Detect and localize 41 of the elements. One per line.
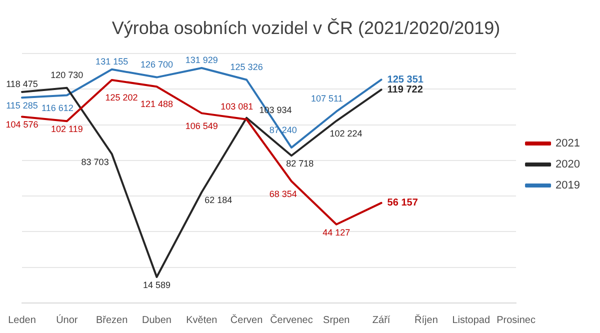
data-label: 102 224 (330, 128, 362, 139)
data-label: 125 326 (230, 62, 263, 72)
chart-title: Výroba osobních vozidel v ČR (2021/2020/2019) (112, 18, 500, 38)
data-label: 119 722 (387, 84, 424, 96)
x-tick-label: Prosinec (496, 314, 536, 326)
data-label: 104 576 (6, 120, 38, 130)
data-label: 118 475 (6, 78, 38, 89)
data-label: 14 589 (142, 280, 170, 290)
data-label: 56 157 (387, 198, 418, 209)
data-label: 82 718 (286, 158, 314, 169)
x-tick-label: Říjen (414, 314, 438, 326)
data-label: 120 730 (50, 70, 84, 80)
x-tick-label: Leden (8, 314, 36, 326)
data-label: 115 285 (6, 100, 38, 111)
data-label: 103 081 (220, 102, 254, 112)
data-label: 106 549 (185, 120, 218, 131)
x-tick-label: Březen (96, 314, 128, 326)
data-label: 125 202 (105, 92, 138, 103)
data-label: 68 354 (269, 189, 297, 200)
data-label: 102 119 (50, 124, 83, 134)
data-label: 126 700 (140, 59, 174, 70)
data-label: 107 511 (310, 94, 343, 104)
x-tick-label: Září (372, 314, 390, 326)
data-label: 125 351 (387, 74, 424, 86)
data-label: 83 703 (81, 156, 109, 167)
x-tick-label: Květen (186, 314, 218, 326)
legend-label: 2020 (556, 158, 580, 171)
data-label: 116 612 (42, 103, 74, 114)
x-tick-label: Únor (56, 314, 78, 326)
x-tick-label: Duben (142, 314, 172, 326)
data-label: 44 127 (322, 227, 350, 238)
legend-label: 2021 (556, 138, 580, 150)
legend-label: 2019 (556, 180, 580, 192)
x-tick-label: Červenec (270, 314, 313, 326)
data-label: 62 184 (204, 195, 232, 206)
x-tick-label: Červen (230, 314, 263, 326)
x-tick-label: Srpen (323, 314, 350, 326)
data-label: 131 929 (185, 54, 218, 65)
data-label: 131 155 (96, 56, 128, 66)
x-tick-label: Listopad (452, 314, 490, 326)
data-label: 121 488 (140, 99, 174, 110)
